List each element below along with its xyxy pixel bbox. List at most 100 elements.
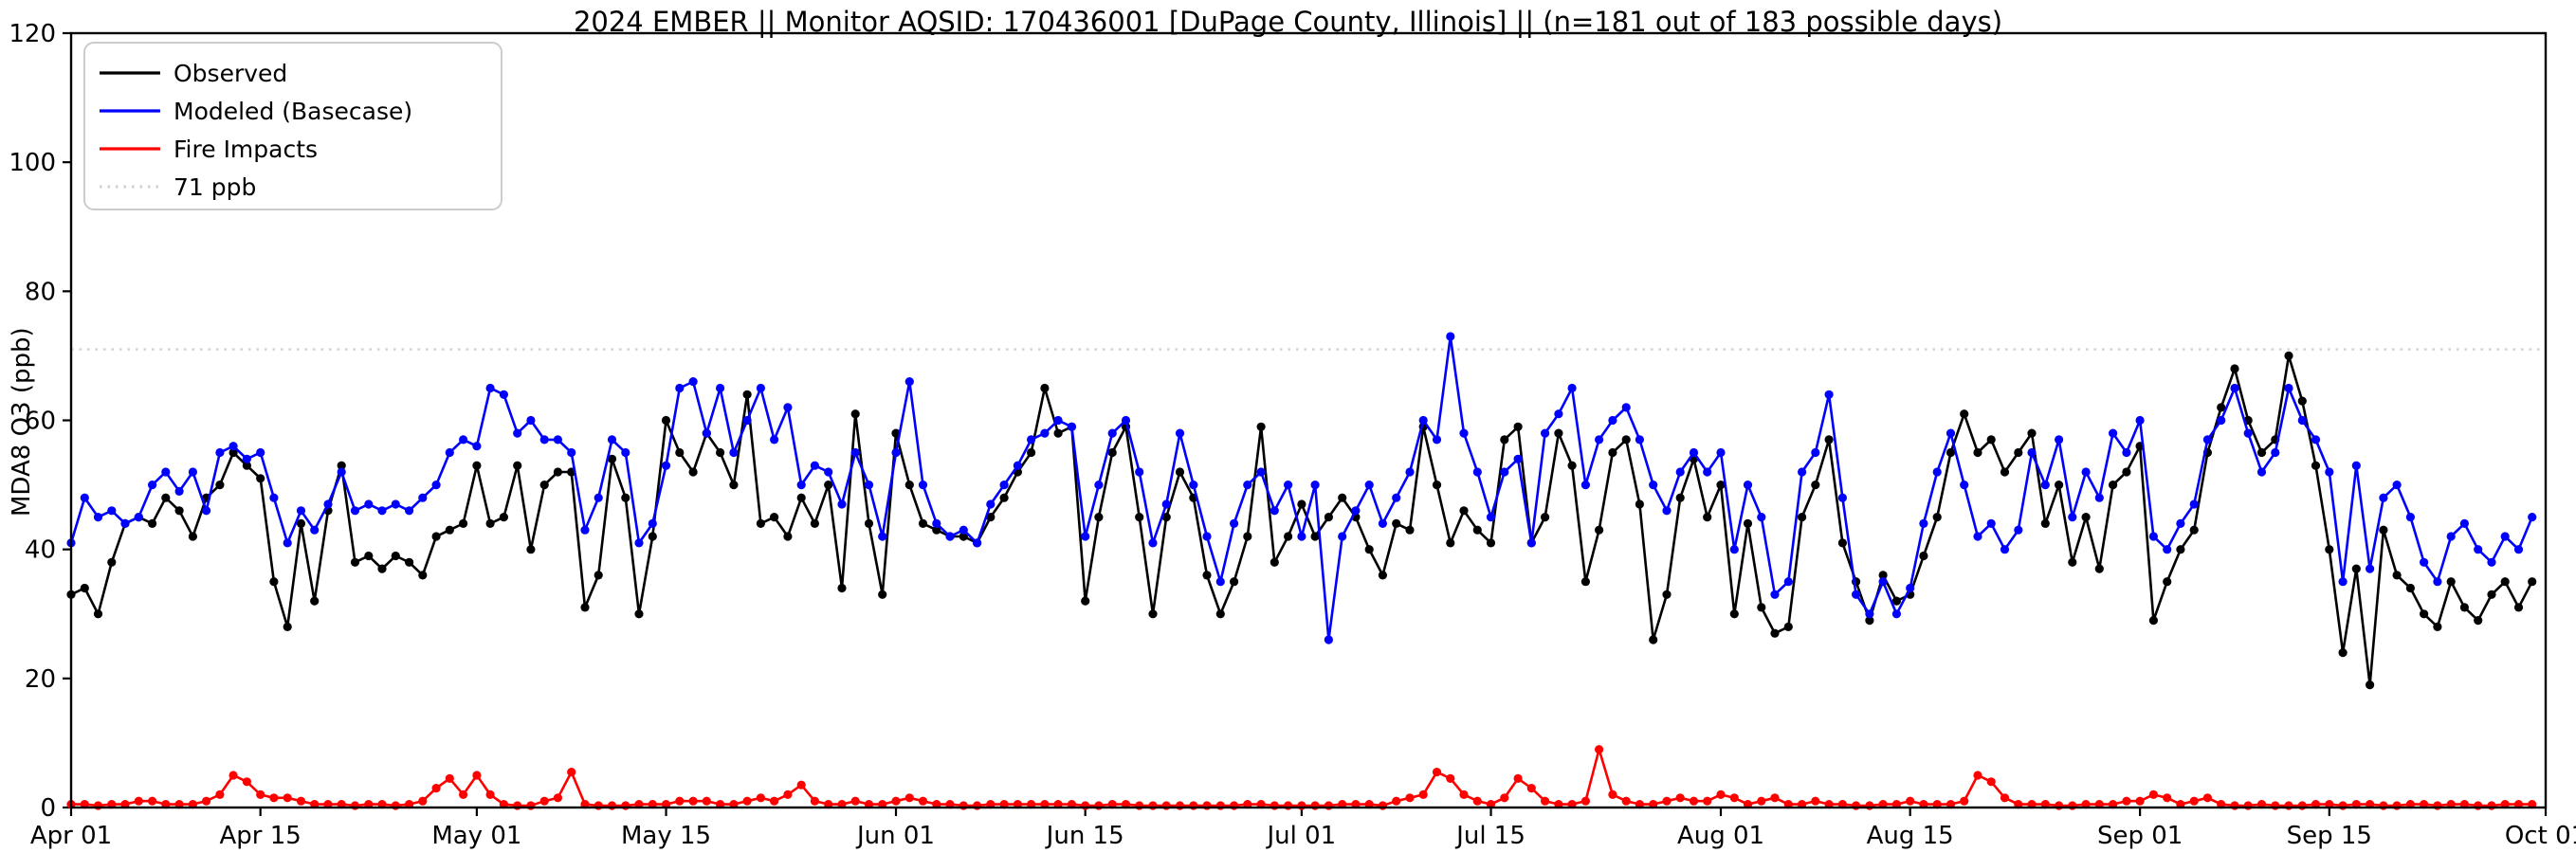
modeled-marker — [2392, 481, 2402, 490]
x-tick-label: Aug 01 — [1677, 822, 1764, 850]
observed-marker — [2284, 351, 2293, 360]
modeled-marker — [2000, 545, 2010, 554]
observed-marker — [2163, 577, 2172, 587]
modeled-marker — [1392, 493, 1401, 502]
modeled-marker — [1202, 532, 1212, 541]
x-tick-label: May 15 — [621, 822, 711, 850]
fire-marker — [418, 796, 428, 806]
modeled-marker — [2351, 461, 2361, 470]
modeled-marker — [688, 377, 698, 387]
modeled-marker — [1824, 390, 1834, 399]
observed-marker — [959, 532, 968, 541]
observed-marker — [1541, 513, 1550, 522]
modeled-marker — [1865, 609, 1874, 619]
fire-marker — [621, 801, 630, 810]
observed-marker — [2513, 603, 2524, 612]
observed-marker — [188, 532, 197, 541]
y-tick-label: 40 — [25, 536, 56, 565]
observed-marker — [2094, 564, 2104, 573]
fire-marker — [1472, 796, 1482, 806]
modeled-marker — [959, 525, 968, 535]
fire-marker — [1716, 789, 1726, 800]
observed-marker — [1932, 513, 1942, 522]
fire-marker — [1175, 801, 1185, 810]
x-tick-label: Apr 01 — [30, 822, 112, 850]
observed-marker — [2366, 681, 2375, 690]
modeled-marker — [634, 538, 644, 548]
observed-marker — [1081, 596, 1090, 606]
fire-marker — [202, 796, 211, 806]
observed-marker — [2189, 525, 2199, 535]
modeled-marker — [1135, 467, 1144, 477]
observed-marker — [1405, 525, 1415, 535]
modeled-marker — [1364, 481, 1374, 490]
observed-marker — [1824, 435, 1834, 445]
modeled-marker — [580, 525, 590, 535]
modeled-marker — [1635, 435, 1644, 445]
modeled-marker — [499, 390, 509, 399]
observed-marker — [1472, 525, 1482, 535]
fire-marker — [850, 796, 860, 806]
modeled-marker — [391, 499, 400, 509]
observed-marker — [215, 481, 225, 490]
fire-marker — [445, 773, 454, 784]
modeled-marker — [2068, 513, 2077, 522]
y-tick-label: 0 — [40, 794, 56, 823]
modeled-marker — [120, 518, 130, 529]
observed-marker — [364, 551, 374, 561]
observed-marker — [391, 551, 400, 561]
fire-marker — [2392, 801, 2402, 810]
observed-marker — [2217, 403, 2226, 412]
modeled-marker — [1757, 513, 1766, 522]
modeled-marker — [2202, 435, 2212, 445]
observed-marker — [999, 493, 1009, 502]
fire-marker — [269, 793, 279, 803]
modeled-marker — [1284, 481, 1293, 490]
modeled-marker — [1770, 590, 1780, 599]
fire-marker — [2163, 793, 2172, 803]
observed-marker — [1459, 506, 1469, 516]
observed-marker — [1891, 596, 1901, 606]
fire-marker — [1432, 768, 1442, 777]
modeled-marker — [932, 518, 941, 529]
fire-marker — [1189, 801, 1198, 810]
modeled-marker — [80, 493, 89, 502]
modeled-marker — [2311, 435, 2321, 445]
modeled-marker — [1906, 583, 1915, 593]
observed-marker — [485, 518, 495, 529]
observed-marker — [1161, 513, 1171, 522]
fire-marker — [431, 784, 441, 793]
modeled-marker — [810, 461, 820, 470]
modeled-marker — [1053, 415, 1063, 426]
axes-frame — [69, 31, 2548, 809]
fire-marker — [1378, 801, 1387, 810]
modeled-marker — [1230, 518, 1239, 529]
observed-marker — [1107, 447, 1117, 458]
fire-marker — [567, 768, 576, 777]
modeled-marker — [1878, 577, 1888, 587]
modeled-marker — [2528, 513, 2537, 522]
modeled-marker — [1405, 467, 1415, 477]
modeled-marker — [405, 506, 414, 516]
observed-marker — [1729, 609, 1739, 619]
modeled-marker — [1526, 538, 1536, 548]
observed-marker — [986, 513, 996, 522]
modeled-marker — [1932, 467, 1942, 477]
modeled-marker — [1891, 609, 1901, 619]
observed-marker — [1270, 557, 1279, 567]
observed-marker — [1378, 571, 1387, 580]
fire-marker — [513, 801, 522, 810]
modeled-marker — [1418, 415, 1428, 426]
fire-marker — [891, 796, 901, 806]
observed-marker — [1608, 447, 1617, 458]
modeled-marker — [742, 415, 752, 426]
modeled-marker — [1256, 467, 1266, 477]
fire-marker — [472, 771, 482, 780]
modeled-marker — [310, 525, 320, 535]
modeled-marker — [2189, 499, 2199, 509]
x-tick-label: Jun 15 — [1045, 822, 1124, 850]
observed-marker — [607, 454, 617, 463]
fire-marker — [1973, 771, 1982, 780]
observed-marker — [1783, 622, 1793, 632]
y-tick-label: 100 — [9, 149, 56, 177]
